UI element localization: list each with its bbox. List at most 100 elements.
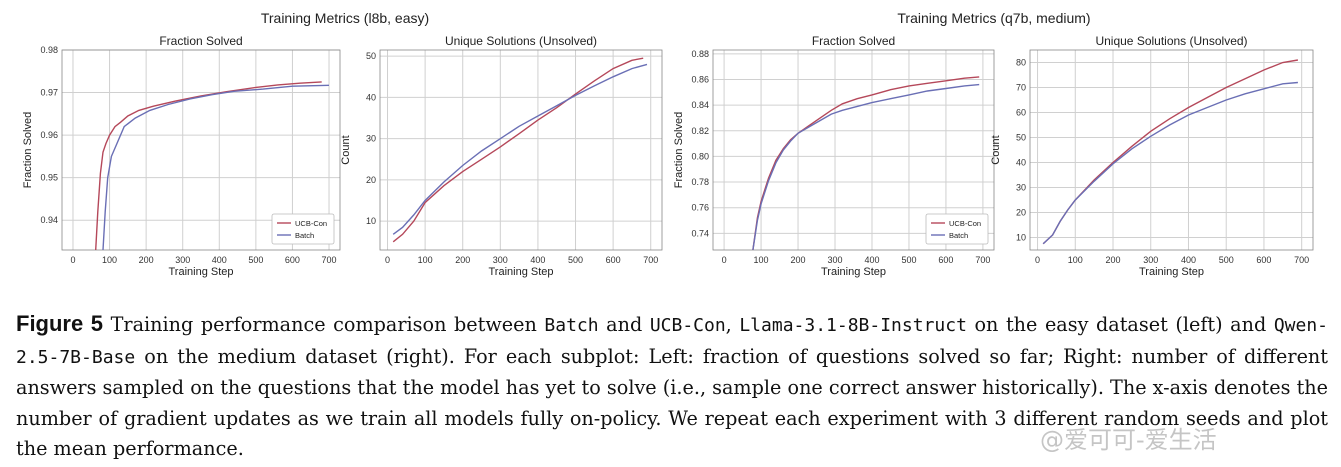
x-tick-label: 100 [1068, 255, 1083, 265]
chart-unique-solutions-q7b: 0 100 200 300 400 500 600 700 10 20 30 40 50 60 70 80 Un… [990, 34, 1314, 278]
series-line-batch [752, 83, 980, 250]
x-tick-label: 400 [864, 255, 879, 265]
series-line-batch [392, 63, 648, 235]
caption-text: Training performance comparison between [103, 313, 545, 336]
y-tick-label: 30 [1016, 183, 1026, 193]
figure-caption: Figure 5 Training performance comparison… [16, 309, 1328, 465]
x-tick-label: 200 [1105, 255, 1120, 265]
x-tick-label: 200 [791, 255, 806, 265]
legend: UCB-Con Batch [271, 213, 335, 245]
x-tick-label: 400 [530, 255, 545, 265]
plot-frame [379, 49, 663, 251]
x-tick-label: 600 [938, 255, 953, 265]
x-axis-label: Training Step [488, 266, 553, 278]
y-tick-label: 10 [1016, 233, 1026, 243]
subplot-title: Unique Solutions (Unsolved) [1095, 34, 1247, 48]
x-axis-label: Training Step [168, 266, 233, 278]
y-tick-label: 10 [366, 216, 376, 226]
caption-code: Llama-3.1-8B-Instruct [739, 315, 967, 336]
y-tick-label: 80 [1016, 58, 1026, 68]
x-tick-label: 600 [1256, 255, 1271, 265]
x-tick-label: 700 [643, 255, 658, 265]
caption-code: Batch [544, 315, 599, 336]
series-line-ucb-con [95, 81, 322, 250]
y-tick-label: 0.88 [691, 49, 709, 59]
watermark: @爱可可-爱生活 [1040, 426, 1217, 454]
x-tick-label: 0 [722, 255, 727, 265]
plot-frame [712, 49, 995, 251]
y-tick-label: 0.95 [40, 173, 58, 183]
chart-fraction-solved-q7b: 0 100 200 300 400 500 600 700 0.74 0.76 0.78 0.80 0.… [673, 34, 995, 278]
legend-box [271, 213, 335, 245]
x-tick-label: 100 [754, 255, 769, 265]
x-tick-label: 0 [385, 255, 390, 265]
x-tick-label: 700 [975, 255, 990, 265]
x-axis-label: Training Step [821, 266, 886, 278]
y-tick-label: 50 [366, 51, 376, 61]
plot-frame [1029, 49, 1314, 251]
y-tick-label: 20 [1016, 208, 1026, 218]
x-tick-label: 300 [493, 255, 508, 265]
x-tick-label: 500 [901, 255, 916, 265]
x-tick-label: 100 [102, 255, 117, 265]
y-tick-label: 0.76 [691, 203, 709, 213]
x-tick-label: 300 [175, 255, 190, 265]
caption-code: UCB-Con [649, 315, 726, 336]
x-tick-label: 100 [418, 255, 433, 265]
series-line-ucb-con [392, 57, 644, 243]
figure-panels: Training Metrics (l8b, easy) Training Me… [22, 10, 1314, 278]
caption-code: Qwen-2.5-7B-Base [16, 315, 1329, 368]
x-tick-label: 400 [212, 255, 227, 265]
y-tick-label: 0.86 [691, 74, 709, 84]
caption-text: , [725, 313, 740, 336]
x-tick-label: 700 [1294, 255, 1309, 265]
x-tick-label: 200 [455, 255, 470, 265]
legend: UCB-Con Batch [925, 213, 989, 245]
series-line-batch [1042, 81, 1298, 245]
series-line-ucb-con [752, 76, 980, 250]
y-tick-label: 0.82 [691, 126, 709, 136]
chart-fraction-solved-l8b: 0 100 200 300 400 500 600 700 0.94 0.95 0.96 0.97 0.… [22, 34, 341, 278]
chart-unique-solutions-l8b: 0 100 200 300 400 500 600 700 10 20 30 40 50 Unique S… [340, 34, 663, 278]
x-tick-label: 0 [1035, 255, 1040, 265]
y-tick-label: 0.94 [40, 215, 58, 225]
y-tick-label: 50 [1016, 133, 1026, 143]
y-axis-label: Count [340, 135, 352, 164]
y-tick-label: 0.97 [40, 88, 58, 98]
y-tick-label: 0.78 [691, 177, 709, 187]
group-title-right: Training Metrics (q7b, medium) [897, 10, 1090, 26]
x-tick-label: 500 [1219, 255, 1234, 265]
y-tick-label: 0.96 [40, 130, 58, 140]
legend-label: UCB-Con [295, 219, 327, 228]
subplot-title: Unique Solutions (Unsolved) [445, 34, 597, 48]
caption-text: on the easy dataset (left) and [966, 313, 1274, 336]
x-tick-label: 600 [606, 255, 621, 265]
y-axis-label: Fraction Solved [22, 112, 34, 188]
y-tick-label: 70 [1016, 83, 1026, 93]
x-tick-label: 300 [1143, 255, 1158, 265]
x-tick-label: 200 [139, 255, 154, 265]
x-tick-label: 500 [248, 255, 263, 265]
caption-text: on the medium dataset (right). For each … [16, 344, 1328, 461]
subplot-title: Fraction Solved [159, 34, 242, 48]
x-tick-label: 500 [568, 255, 583, 265]
legend-label: Batch [949, 231, 968, 240]
y-tick-label: 40 [1016, 158, 1026, 168]
subplot-title: Fraction Solved [812, 34, 895, 48]
x-tick-label: 700 [322, 255, 337, 265]
caption-text: and [598, 313, 650, 336]
y-tick-label: 0.74 [691, 228, 709, 238]
figure-label: Figure 5 [16, 311, 104, 336]
y-axis-label: Fraction Solved [673, 112, 685, 188]
x-tick-label: 0 [70, 255, 75, 265]
legend-box [925, 213, 989, 245]
y-tick-label: 0.98 [40, 45, 58, 55]
y-tick-label: 60 [1016, 108, 1026, 118]
legend-label: UCB-Con [949, 219, 981, 228]
y-tick-label: 40 [366, 92, 376, 102]
y-axis-label: Count [990, 135, 1002, 164]
y-tick-label: 0.84 [691, 100, 709, 110]
series-line-batch [102, 84, 330, 250]
y-tick-label: 30 [366, 134, 376, 144]
y-tick-label: 0.80 [691, 151, 709, 161]
